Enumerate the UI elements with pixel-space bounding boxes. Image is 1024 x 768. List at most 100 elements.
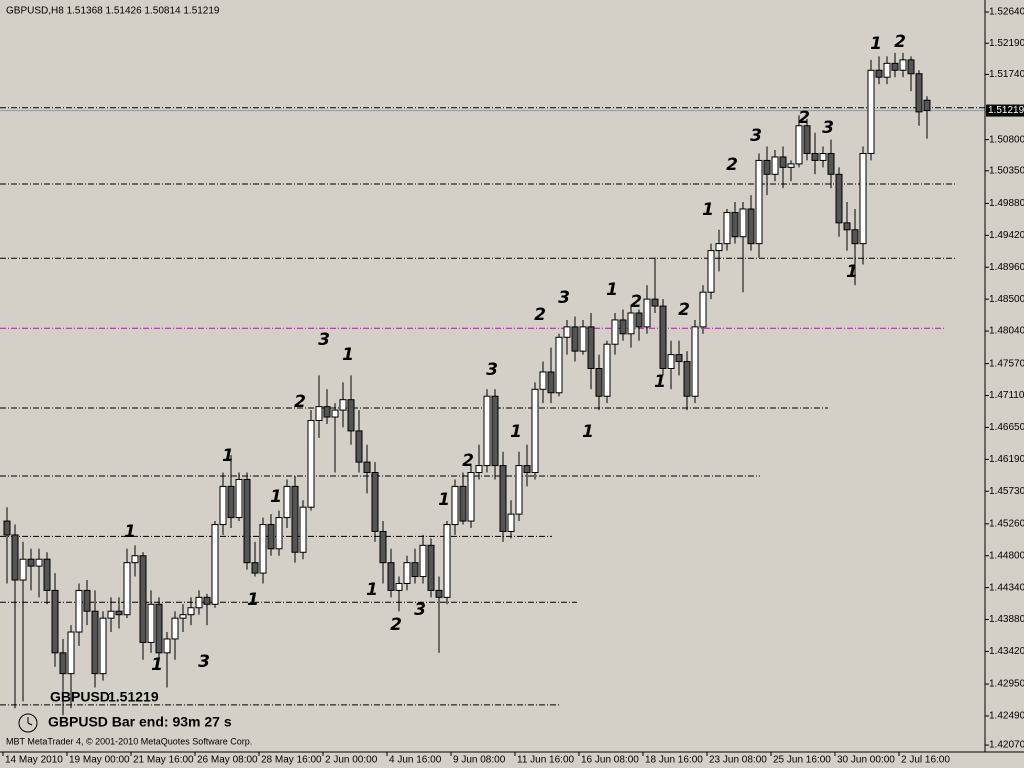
wave-label: 1: [270, 487, 282, 507]
candle-body: [723, 211, 731, 245]
wave-label: 1: [702, 200, 714, 220]
candle-body: [259, 524, 267, 574]
candle-body: [883, 62, 891, 78]
y-tick-label: 1.42950: [989, 679, 1024, 690]
candle-body: [739, 208, 747, 238]
candle-body: [387, 562, 395, 591]
candle-body: [459, 485, 467, 522]
candle-body: [667, 354, 675, 369]
candle-body: [467, 472, 475, 522]
candle-body: [595, 367, 603, 397]
candle-body: [867, 69, 875, 154]
candle-body: [347, 399, 355, 432]
candle-body: [307, 419, 315, 508]
wave-label: 2: [462, 451, 474, 471]
candle-body: [203, 596, 211, 605]
x-tick-label: 4 Jun 16:00: [389, 755, 442, 766]
candle-body: [747, 208, 755, 245]
candle-body: [75, 589, 83, 633]
wave-label: 1: [846, 262, 858, 282]
candle-body: [531, 388, 539, 474]
y-tick-label: 1.48040: [989, 326, 1024, 337]
y-tick-label: 1.49880: [989, 198, 1024, 209]
candle-body: [187, 607, 195, 616]
candle-body: [451, 485, 459, 526]
wave-label: 1: [582, 422, 594, 442]
x-tick-label: 23 Jun 08:00: [709, 755, 767, 766]
x-tick-label: 2 Jun 00:00: [325, 755, 378, 766]
candle-body: [795, 125, 803, 165]
candle-body: [859, 152, 867, 245]
candle-body: [683, 361, 691, 397]
candle-body: [323, 406, 331, 418]
candle-body: [147, 603, 155, 643]
candle-body: [587, 326, 595, 369]
candle-body: [619, 319, 627, 335]
candle-body: [779, 156, 787, 168]
candle-body: [907, 59, 915, 75]
candle-body: [603, 343, 611, 397]
wave-label: 1: [124, 522, 136, 542]
wave-label: 3: [414, 600, 426, 620]
candle-body: [371, 472, 379, 532]
candle-body: [227, 485, 235, 519]
candle-body: [635, 312, 643, 328]
candle-body: [27, 558, 35, 567]
wave-label: 2: [630, 292, 642, 312]
candle-body: [643, 298, 651, 328]
y-tick-label: 1.46190: [989, 454, 1024, 465]
candle-body: [3, 520, 11, 536]
y-tick-label: 1.52640: [989, 7, 1024, 18]
candle-body: [99, 617, 107, 675]
candle-body: [211, 524, 219, 605]
wave-label: 1: [222, 446, 234, 466]
candle-body: [763, 159, 771, 175]
x-tick-label: 28 May 16:00: [261, 755, 322, 766]
wave-label: 1: [342, 345, 354, 365]
candle-body: [851, 229, 859, 245]
y-tick-label: 1.50800: [989, 134, 1024, 145]
y-tick-label: 1.44800: [989, 550, 1024, 561]
candle-body: [499, 465, 507, 532]
wave-label: 2: [798, 108, 810, 128]
candle-body: [923, 99, 931, 112]
candle-body: [819, 152, 827, 161]
candle-body: [787, 163, 795, 168]
candle-body: [283, 485, 291, 519]
candle-body: [579, 326, 587, 352]
candle-body: [43, 558, 51, 591]
x-tick-label: 2 Jul 16:00: [901, 755, 950, 766]
symbol-label: GBPUSD: [50, 689, 110, 705]
candle-body: [395, 582, 403, 591]
bar-timer: GBPUSD Bar end: 93m 27 s: [48, 714, 232, 730]
candle-body: [507, 513, 515, 532]
wave-label: 2: [894, 32, 906, 52]
chart-header: GBPUSD,H8 1.51368 1.51426 1.50814 1.5121…: [6, 6, 220, 17]
wave-label: 1: [366, 580, 378, 600]
y-tick-label: 1.44340: [989, 582, 1024, 593]
wave-label: 3: [750, 126, 762, 146]
candle-body: [115, 610, 123, 616]
candle-body: [659, 305, 667, 369]
candle-body: [139, 555, 147, 643]
wave-label: 3: [558, 288, 570, 308]
clock-icon: [18, 713, 38, 733]
candle-body: [611, 319, 619, 345]
candle-body: [19, 558, 27, 581]
wave-label: 2: [678, 300, 690, 320]
y-tick-label: 1.43420: [989, 646, 1024, 657]
candle-body: [91, 610, 99, 675]
candle-body: [803, 125, 811, 154]
x-tick-label: 21 May 16:00: [133, 755, 194, 766]
candle-body: [435, 589, 443, 598]
candle-body: [731, 211, 739, 238]
candle-body: [363, 461, 371, 474]
candle-body: [771, 156, 779, 175]
candle-body: [915, 73, 923, 113]
candle-body: [419, 544, 427, 578]
candle-body: [163, 638, 171, 654]
x-tick-label: 14 May 2010: [5, 755, 63, 766]
candle-body: [219, 485, 227, 526]
